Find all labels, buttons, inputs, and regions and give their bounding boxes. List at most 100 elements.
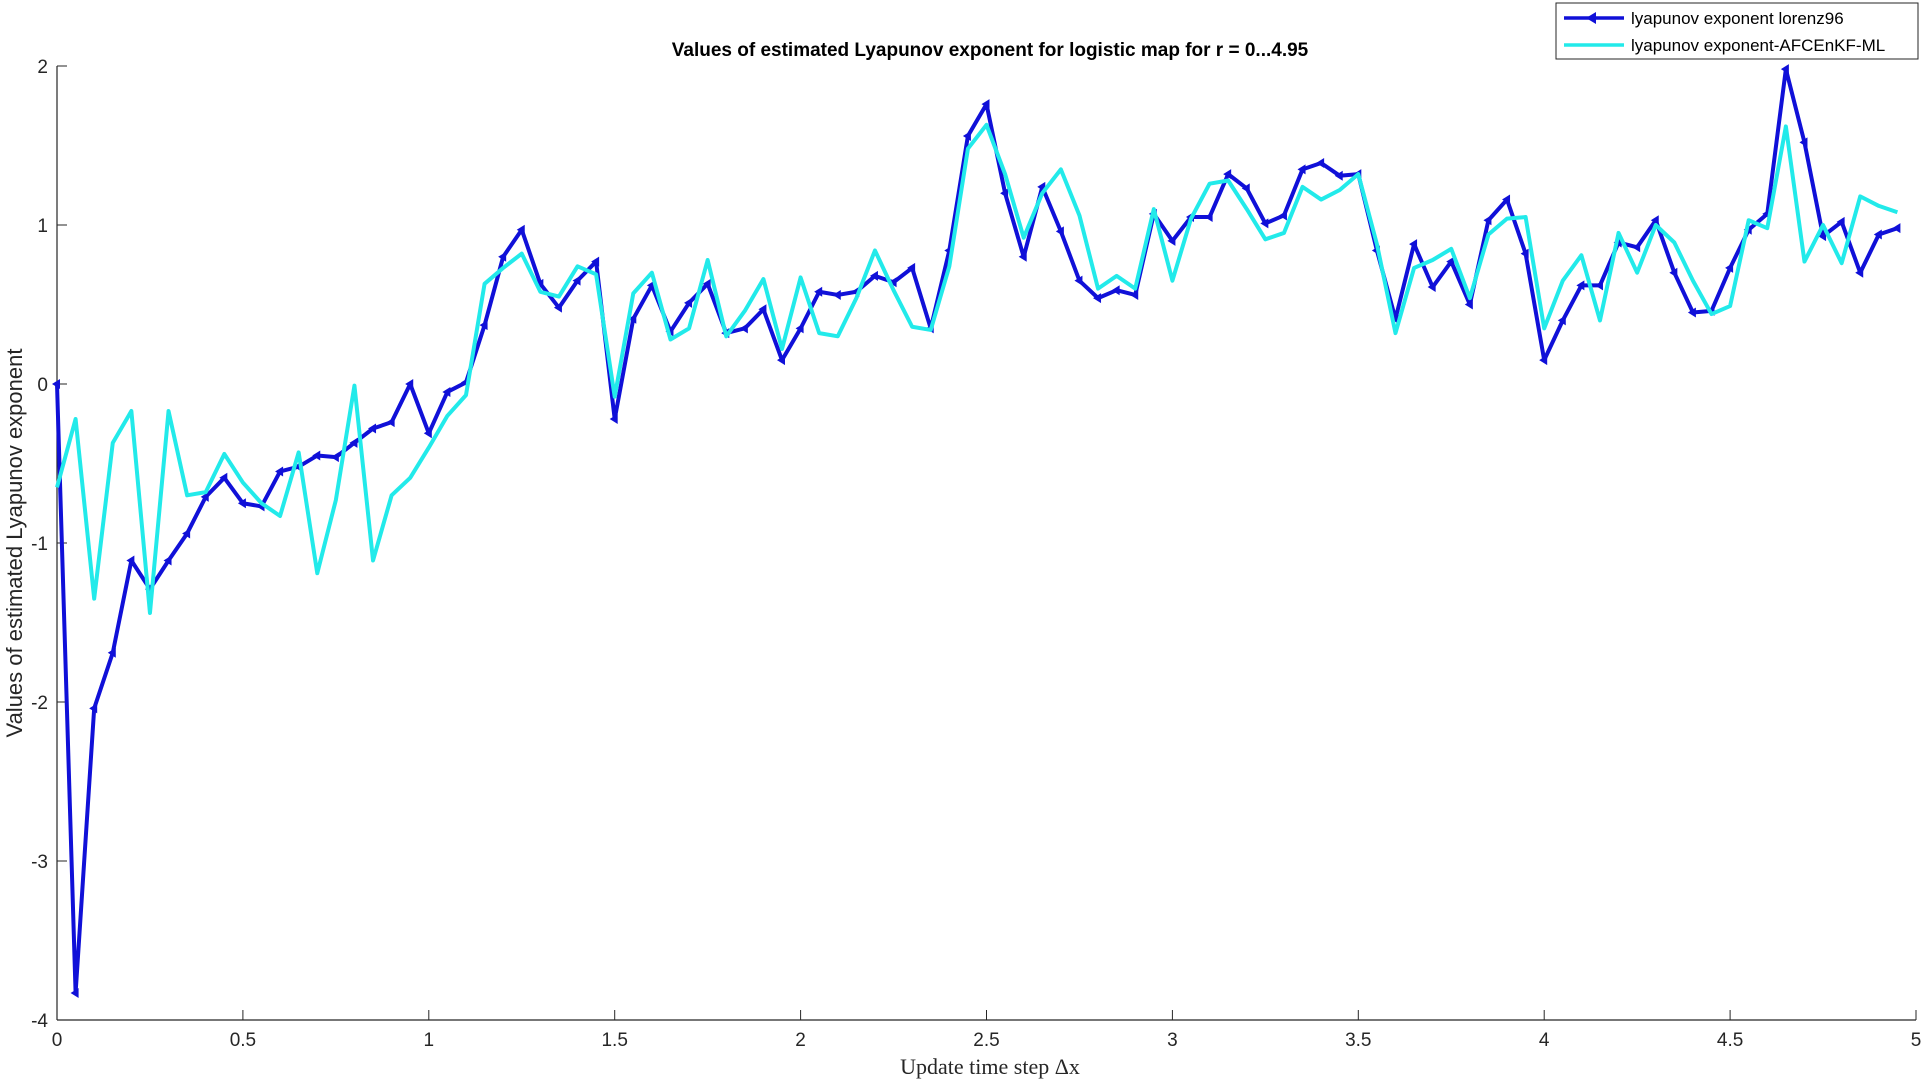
legend-label-lorenz96: lyapunov exponent lorenz96 xyxy=(1631,9,1844,28)
data-point xyxy=(1167,235,1176,246)
x-tick-label: 2 xyxy=(795,1030,806,1051)
data-point xyxy=(498,251,507,262)
data-point xyxy=(1278,210,1287,221)
data-point xyxy=(442,386,451,397)
y-tick-label: 2 xyxy=(37,57,48,78)
x-ticks: 0 0.5 1 1.5 2 2.5 3 3.5 4 4.5 5 xyxy=(52,1010,1921,1051)
data-point xyxy=(1297,164,1306,175)
data-point xyxy=(1873,229,1882,240)
data-point xyxy=(349,437,358,448)
data-point xyxy=(1409,239,1418,250)
data-point xyxy=(1018,251,1027,262)
data-point xyxy=(553,302,562,313)
data-point xyxy=(1130,289,1139,300)
data-point xyxy=(814,286,823,297)
data-point xyxy=(368,423,377,434)
data-point xyxy=(572,275,581,286)
data-point xyxy=(330,452,339,463)
data-point xyxy=(739,323,748,334)
data-point xyxy=(1818,231,1827,242)
series-layer xyxy=(52,64,1901,998)
data-point xyxy=(832,289,841,300)
data-point xyxy=(1725,262,1734,273)
data-point xyxy=(777,355,786,366)
y-tick-label: -4 xyxy=(31,1011,48,1032)
data-point xyxy=(1669,267,1678,278)
data-point xyxy=(962,130,971,141)
data-point xyxy=(1111,285,1120,296)
data-point xyxy=(1687,307,1696,318)
data-point xyxy=(405,379,414,389)
data-point xyxy=(1780,64,1789,75)
data-point xyxy=(1427,282,1436,293)
data-point xyxy=(1464,299,1473,310)
data-point xyxy=(1892,223,1901,234)
y-axis-label: Values of estimated Lyapunov exponent xyxy=(2,349,27,738)
data-point xyxy=(1241,183,1250,194)
data-point xyxy=(795,323,804,334)
data-point xyxy=(702,278,711,289)
data-point xyxy=(479,320,488,331)
data-point xyxy=(535,278,544,289)
data-point xyxy=(516,224,525,235)
data-point xyxy=(1223,169,1232,180)
data-point xyxy=(423,428,432,439)
data-point xyxy=(869,270,878,281)
data-point xyxy=(1502,194,1511,205)
data-point xyxy=(386,417,395,428)
data-point xyxy=(1446,256,1455,267)
x-tick-label: 0 xyxy=(52,1030,63,1051)
data-point xyxy=(1539,355,1548,366)
y-tick-label: -3 xyxy=(31,852,48,873)
data-point xyxy=(591,256,600,267)
data-point xyxy=(1055,226,1064,237)
y-tick-label: 1 xyxy=(37,216,48,237)
series-afcenkf-ml xyxy=(55,122,1899,615)
data-point xyxy=(107,647,116,658)
axes: 0 0.5 1 1.5 2 2.5 3 3.5 4 4.5 5 -4 -3 -2 -1 0 1 2 xyxy=(31,57,1921,1051)
data-point xyxy=(684,297,693,308)
data-point xyxy=(89,703,98,714)
data-point xyxy=(1799,137,1808,148)
data-point xyxy=(888,277,897,288)
chart-title: Values of estimated Lyapunov exponent fo… xyxy=(672,40,1309,61)
data-point xyxy=(1334,170,1343,181)
legend-label-afcenkf: lyapunov exponent-AFCEnKF-ML xyxy=(1631,36,1885,55)
data-point xyxy=(182,528,191,539)
x-tick-label: 3.5 xyxy=(1345,1030,1371,1051)
data-point xyxy=(1483,215,1492,226)
legend-marker-lorenz96 xyxy=(1586,12,1596,24)
data-point xyxy=(275,466,284,477)
data-point xyxy=(1000,188,1009,199)
data-point xyxy=(1204,212,1213,223)
x-tick-label: 0.5 xyxy=(230,1030,256,1051)
x-tick-label: 4.5 xyxy=(1717,1030,1743,1051)
data-point xyxy=(200,491,209,502)
legend-box xyxy=(1555,2,1919,60)
data-point xyxy=(628,313,637,324)
data-point xyxy=(237,498,246,509)
data-point xyxy=(1594,280,1603,291)
data-point xyxy=(1632,242,1641,253)
x-tick-label: 4 xyxy=(1539,1030,1550,1051)
data-point xyxy=(907,262,916,273)
series-line xyxy=(55,122,1899,615)
data-point xyxy=(1836,216,1845,227)
data-point xyxy=(1074,275,1083,286)
data-point xyxy=(163,555,172,566)
data-point xyxy=(219,472,228,483)
x-tick-label: 1 xyxy=(424,1030,435,1051)
data-point xyxy=(1260,218,1269,229)
data-point xyxy=(1557,315,1566,326)
y-ticks: -4 -3 -2 -1 0 1 2 xyxy=(31,57,67,1032)
data-point xyxy=(981,99,990,110)
data-point xyxy=(1520,248,1529,259)
x-axis-label: Update time step Δx xyxy=(900,1054,1080,1079)
series-line xyxy=(55,67,1899,995)
y-tick-label: 0 xyxy=(37,375,48,396)
data-point xyxy=(1576,280,1585,291)
x-tick-label: 2.5 xyxy=(973,1030,999,1051)
y-tick-label: -2 xyxy=(31,693,48,714)
x-tick-label: 1.5 xyxy=(601,1030,627,1051)
